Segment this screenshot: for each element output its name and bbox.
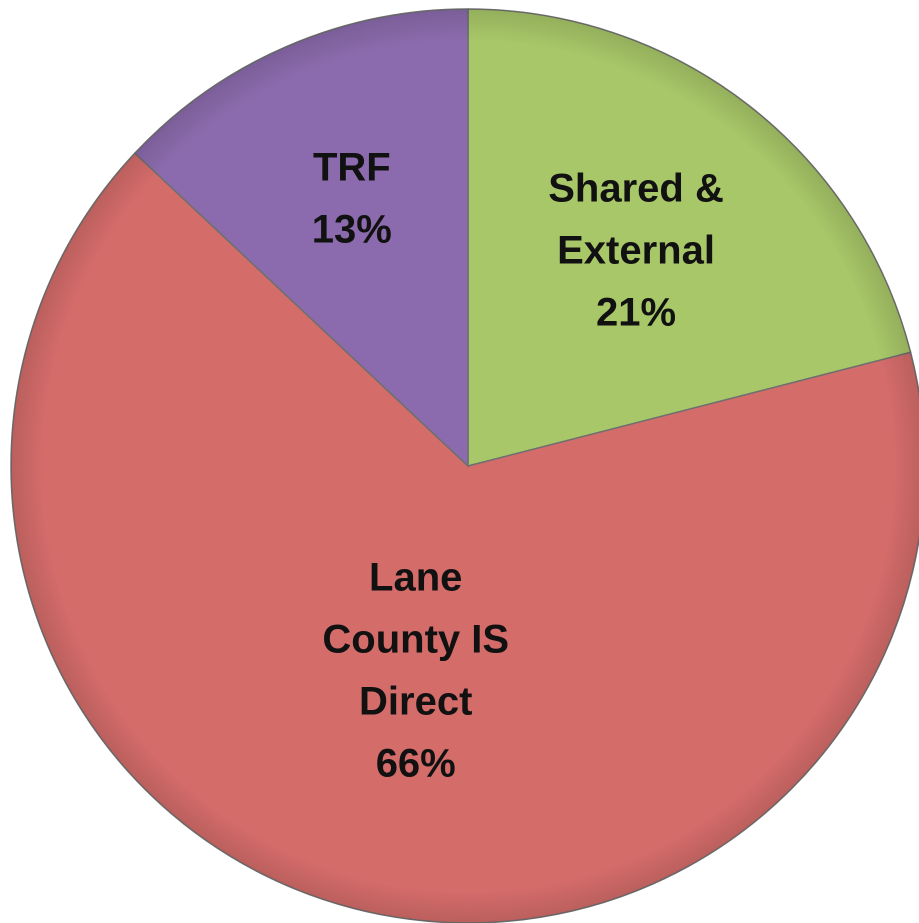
slice-value-label: 13% — [312, 208, 392, 252]
slice-value-label: 66% — [376, 742, 456, 786]
slice-label: TRF — [313, 146, 391, 190]
slice-value-label: 21% — [596, 290, 676, 334]
